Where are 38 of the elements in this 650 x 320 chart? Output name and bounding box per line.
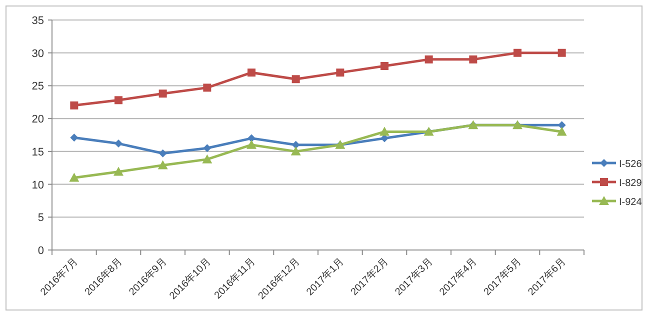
y-tick-label: 30: [32, 48, 44, 60]
point: [114, 166, 124, 176]
point: [202, 154, 212, 164]
point: [114, 96, 122, 104]
y-tick-label: 10: [32, 179, 44, 192]
point: [556, 126, 567, 136]
point: [158, 160, 168, 170]
point: [558, 121, 566, 130]
point: [380, 126, 390, 136]
point: [70, 101, 78, 110]
point: [70, 134, 78, 142]
point: [246, 140, 256, 149]
point: [292, 75, 300, 84]
legend-label: I-924: [619, 197, 642, 208]
point: [248, 134, 256, 142]
point: [424, 55, 433, 64]
point: [469, 55, 478, 64]
point: [336, 68, 344, 77]
point: [69, 172, 80, 182]
point: [158, 149, 167, 158]
point: [290, 146, 301, 156]
y-tick-label: 15: [32, 146, 44, 158]
point: [380, 62, 388, 70]
legend-label: I-526: [619, 159, 642, 170]
point: [558, 48, 566, 57]
point: [203, 84, 212, 92]
y-tick-label: 35: [32, 15, 44, 27]
point: [514, 48, 522, 57]
y-tick-label: 20: [32, 114, 44, 126]
y-tick-label: 5: [38, 212, 44, 224]
point: [292, 140, 300, 149]
point: [203, 144, 212, 152]
y-tick-label: 25: [32, 80, 44, 93]
legend-label: I-829: [619, 178, 642, 189]
y-tick-label: 0: [38, 245, 44, 257]
point: [158, 90, 167, 98]
point: [114, 140, 122, 148]
point: [248, 68, 256, 77]
